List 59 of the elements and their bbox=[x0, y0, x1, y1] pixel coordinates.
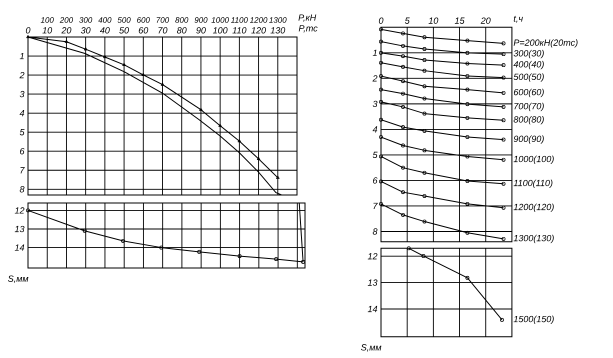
y-tick-label: 4 bbox=[372, 126, 378, 132]
x-tick-label: 130 bbox=[270, 27, 286, 34]
series-label: P=200кН(20тс) bbox=[514, 39, 578, 48]
y-tick-label: 1 bbox=[372, 50, 377, 56]
y-tick-label: 6 bbox=[373, 177, 378, 184]
y-tick-label: 6 bbox=[20, 148, 25, 154]
series-label: 1100(110) bbox=[514, 180, 552, 188]
y-tick-label: 12 bbox=[14, 207, 24, 214]
y-tick-label: 5 bbox=[20, 129, 25, 136]
series-label: 400(40) bbox=[513, 60, 544, 70]
series-label: 1200(120) bbox=[514, 204, 554, 212]
x-tick-label: 120 bbox=[251, 27, 266, 34]
y-tick-label: 2 bbox=[372, 75, 378, 82]
series-label: 500(50) bbox=[514, 73, 544, 82]
x-tick-label: 40 bbox=[100, 27, 110, 34]
x-tick-label: 0 bbox=[26, 27, 30, 34]
series-label: 800(80) bbox=[514, 116, 544, 124]
y-tick-label: 3 bbox=[372, 100, 378, 108]
y-axis-title: S,мм bbox=[8, 275, 28, 283]
series-label: 900(90) bbox=[514, 135, 544, 144]
x-tick-label: 100 bbox=[212, 27, 228, 34]
x-axis-title: t,ч bbox=[514, 16, 523, 23]
x-tick-label: 0 bbox=[378, 17, 384, 24]
x-tick-label: 50 bbox=[119, 27, 129, 34]
x-tick-label: 5 bbox=[404, 18, 410, 24]
x-tick-label: 20 bbox=[480, 17, 491, 24]
y-tick-label: 8 bbox=[20, 186, 24, 192]
y-tick-label: 7 bbox=[373, 202, 378, 210]
series-label: 300(30) bbox=[514, 50, 544, 58]
x-tick-label: 10 bbox=[42, 27, 52, 34]
y-tick-label: 13 bbox=[14, 226, 24, 232]
y-tick-label: 12 bbox=[368, 253, 378, 260]
y-tick-label: 4 bbox=[20, 110, 24, 116]
y-tick-label: 8 bbox=[372, 228, 378, 235]
x-tick-label: 15 bbox=[454, 18, 465, 24]
x-tick-label: 30 bbox=[80, 27, 91, 34]
x-axis-title: P,тс bbox=[298, 25, 318, 33]
x2-axis-title: P,кН bbox=[298, 14, 316, 22]
series-label: 1500(150) bbox=[514, 316, 554, 324]
y-tick-label: 1 bbox=[20, 52, 24, 60]
y-tick-label: 14 bbox=[14, 244, 24, 251]
x-tick-label: 80 bbox=[176, 27, 187, 34]
y-tick-label: 5 bbox=[372, 152, 378, 158]
y-axis-title: S,мм bbox=[361, 344, 382, 352]
y-tick-label: 2 bbox=[19, 72, 24, 78]
y-tick-label: 13 bbox=[368, 279, 378, 286]
y-tick-label: 14 bbox=[368, 306, 378, 312]
series-label: 700(70) bbox=[514, 102, 544, 112]
y-tick-label: 3 bbox=[20, 90, 24, 98]
y-tick-label: 7 bbox=[20, 167, 25, 174]
x-tick-label: 60 bbox=[138, 27, 148, 34]
x-tick-label: 90 bbox=[196, 27, 206, 34]
x-tick-label: 10 bbox=[428, 17, 438, 24]
x-tick-label: 110 bbox=[232, 27, 246, 34]
x-tick-label: 70 bbox=[158, 27, 168, 34]
series-label: 1300(130) bbox=[514, 234, 554, 244]
series-label: 1000(100) bbox=[514, 156, 554, 164]
x-tick-label: 20 bbox=[61, 27, 72, 34]
series-label: 600(60) bbox=[514, 88, 544, 98]
